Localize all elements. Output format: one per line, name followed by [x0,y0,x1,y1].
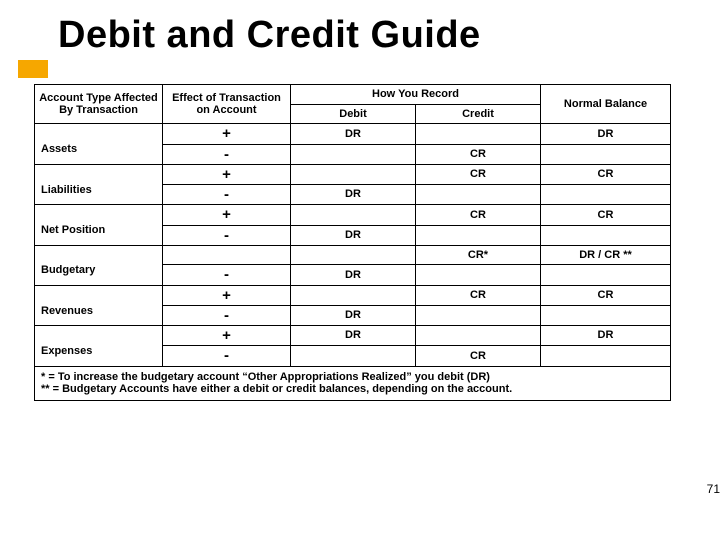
debit-cell: DR [291,124,416,144]
table-row: BudgetaryCR*DR / CR ** [35,245,671,265]
normal-balance-cell [541,144,671,164]
account-name: Liabilities [35,164,163,205]
effect-cell: - [163,305,291,325]
debit-cell [291,245,416,265]
debit-cell: DR [291,305,416,325]
debit-cell [291,346,416,366]
normal-balance-cell: DR [541,326,671,346]
effect-cell: - [163,346,291,366]
credit-cell [416,326,541,346]
effect-cell [163,245,291,265]
credit-cell [416,265,541,285]
effect-cell: - [163,265,291,285]
account-name: Assets [35,124,163,165]
debit-cell: DR [291,265,416,285]
credit-cell [416,124,541,144]
credit-cell [416,305,541,325]
debit-cell: DR [291,225,416,245]
table-row: Assets+DRDR [35,124,671,144]
table-row: Revenues+CRCR [35,285,671,305]
effect-cell: + [163,205,291,225]
credit-cell: CR* [416,245,541,265]
debit-cell: DR [291,326,416,346]
effect-cell: + [163,326,291,346]
accent-bar [18,60,48,78]
account-name: Budgetary [35,245,163,285]
effect-cell: - [163,225,291,245]
debit-cell [291,205,416,225]
account-name: Expenses [35,326,163,367]
credit-cell: CR [416,346,541,366]
normal-balance-cell [541,346,671,366]
table-body: Assets+DRDR-CRLiabilities+CRCR-DRNet Pos… [35,124,671,401]
page-title: Debit and Credit Guide [58,14,481,57]
normal-balance-cell [541,225,671,245]
normal-balance-cell: CR [541,164,671,184]
credit-cell [416,225,541,245]
normal-balance-cell [541,305,671,325]
footnote-row: * = To increase the budgetary account “O… [35,366,671,400]
effect-cell: + [163,124,291,144]
col-effect: Effect of Transaction on Account [163,85,291,124]
credit-cell: CR [416,164,541,184]
col-how-record: How You Record [291,85,541,105]
col-credit: Credit [416,104,541,124]
effect-cell: - [163,144,291,164]
normal-balance-cell: CR [541,285,671,305]
guide-table-container: Account Type Affected By Transaction Eff… [34,84,670,401]
credit-cell: CR [416,144,541,164]
effect-cell: + [163,164,291,184]
effect-cell: + [163,285,291,305]
debit-cell: DR [291,185,416,205]
page-number: 71 [707,482,720,496]
debit-cell [291,285,416,305]
normal-balance-cell [541,185,671,205]
col-debit: Debit [291,104,416,124]
table-header: Account Type Affected By Transaction Eff… [35,85,671,124]
normal-balance-cell: DR / CR ** [541,245,671,265]
account-name: Net Position [35,205,163,246]
effect-cell: - [163,185,291,205]
col-normal: Normal Balance [541,85,671,124]
table-row: Liabilities+CRCR [35,164,671,184]
table-row: Net Position+CRCR [35,205,671,225]
guide-table: Account Type Affected By Transaction Eff… [34,84,671,401]
debit-cell [291,144,416,164]
table-row: Expenses+DRDR [35,326,671,346]
credit-cell [416,185,541,205]
debit-cell [291,164,416,184]
credit-cell: CR [416,205,541,225]
credit-cell: CR [416,285,541,305]
footnote-text: * = To increase the budgetary account “O… [35,366,671,400]
col-account-type: Account Type Affected By Transaction [35,85,163,124]
account-name: Revenues [35,285,163,326]
normal-balance-cell: CR [541,205,671,225]
normal-balance-cell [541,265,671,285]
normal-balance-cell: DR [541,124,671,144]
